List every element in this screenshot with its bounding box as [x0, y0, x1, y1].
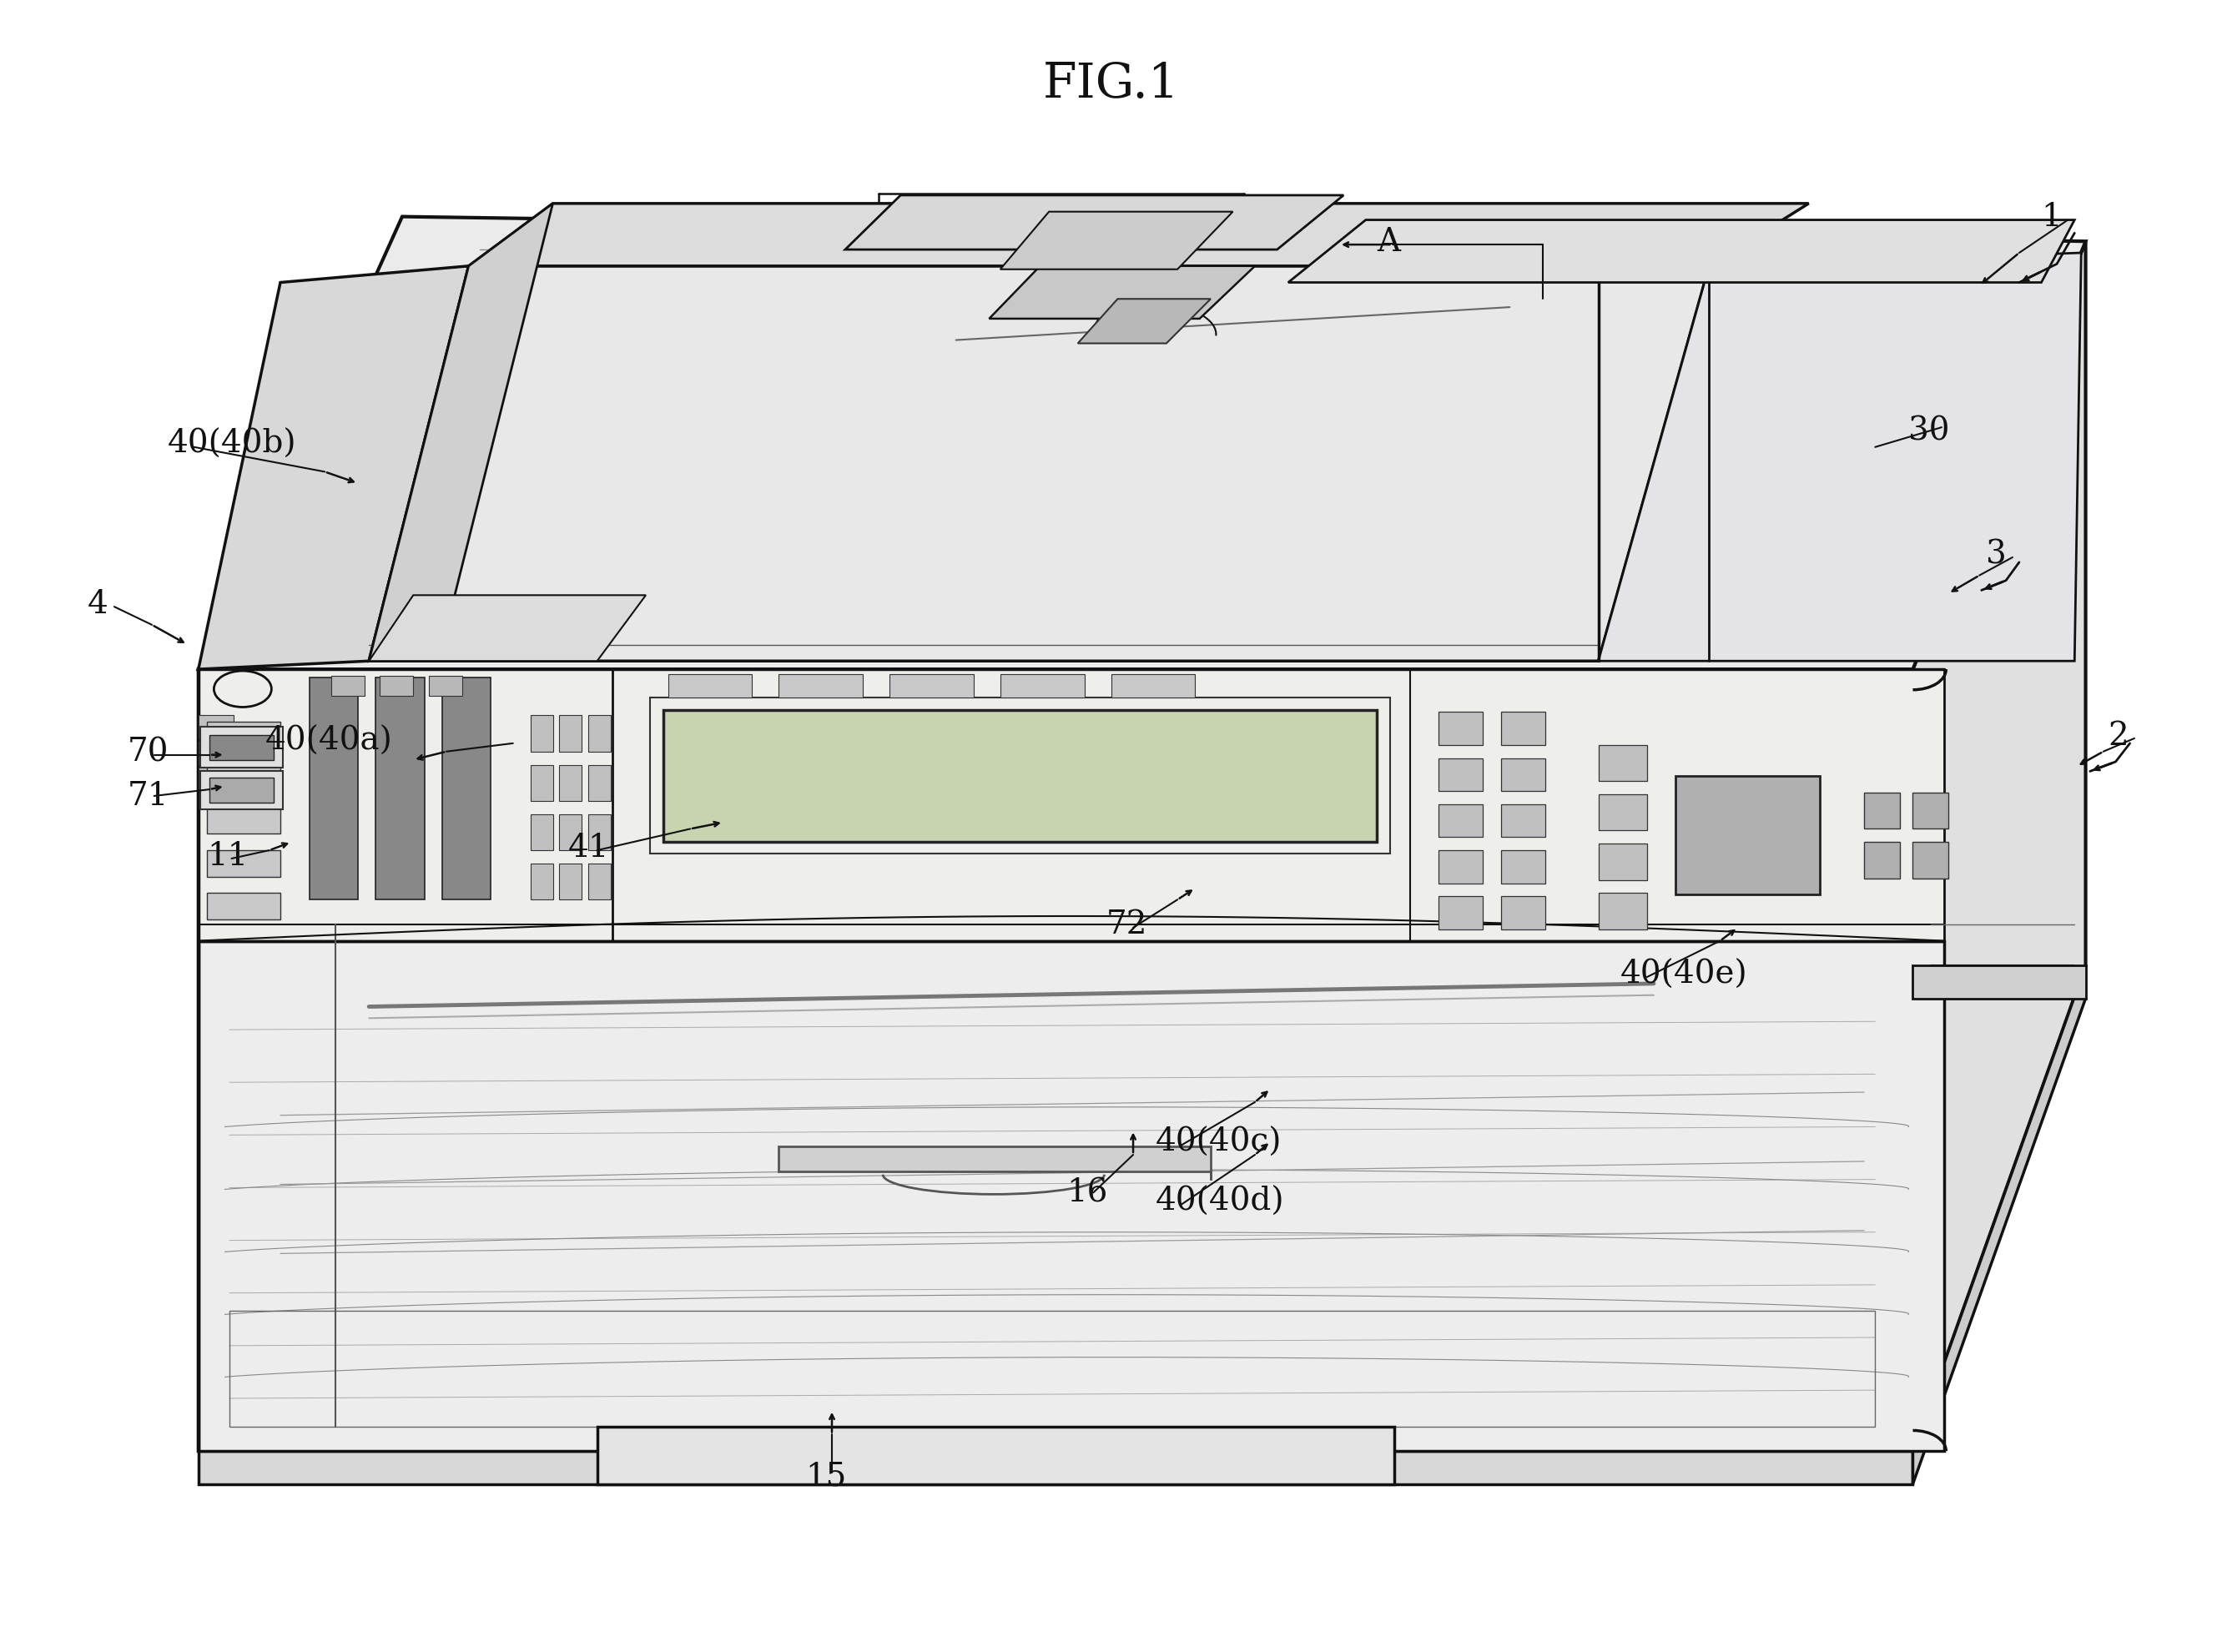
Polygon shape	[531, 814, 553, 851]
Text: A: A	[1378, 226, 1400, 258]
Text: 11: 11	[207, 841, 249, 871]
Polygon shape	[1598, 894, 1647, 930]
Polygon shape	[589, 814, 611, 851]
Polygon shape	[531, 715, 553, 752]
Text: 40(40a): 40(40a)	[264, 725, 393, 757]
Polygon shape	[1440, 758, 1482, 791]
Polygon shape	[198, 768, 233, 791]
Polygon shape	[207, 765, 280, 791]
Polygon shape	[198, 715, 233, 738]
Polygon shape	[209, 778, 273, 803]
Polygon shape	[1598, 253, 2082, 661]
Polygon shape	[889, 674, 973, 697]
Polygon shape	[1913, 241, 2086, 1450]
Polygon shape	[198, 669, 1944, 942]
Polygon shape	[778, 1146, 1211, 1180]
Polygon shape	[198, 669, 1944, 1450]
Polygon shape	[1440, 712, 1482, 745]
Polygon shape	[989, 266, 1255, 319]
Polygon shape	[198, 1450, 1913, 1483]
Text: 15: 15	[804, 1460, 847, 1492]
Polygon shape	[1500, 897, 1544, 930]
Polygon shape	[209, 735, 273, 760]
Text: 40(40e): 40(40e)	[1620, 958, 1749, 990]
Polygon shape	[207, 851, 280, 877]
Polygon shape	[1675, 776, 1820, 895]
Polygon shape	[598, 1426, 1395, 1483]
Polygon shape	[1000, 674, 1084, 697]
Polygon shape	[1598, 844, 1647, 881]
Polygon shape	[589, 864, 611, 900]
Polygon shape	[1864, 843, 1900, 879]
Polygon shape	[198, 942, 1944, 1450]
Polygon shape	[669, 674, 753, 697]
Polygon shape	[664, 710, 1378, 843]
Polygon shape	[1500, 805, 1544, 838]
Polygon shape	[207, 894, 280, 920]
Polygon shape	[207, 808, 280, 834]
Text: 41: 41	[569, 833, 609, 862]
Polygon shape	[1500, 851, 1544, 884]
Polygon shape	[1111, 674, 1195, 697]
Polygon shape	[198, 742, 233, 765]
Polygon shape	[560, 814, 582, 851]
Polygon shape	[1913, 793, 1949, 829]
Polygon shape	[442, 677, 491, 900]
Text: 16: 16	[1067, 1178, 1109, 1208]
Text: 40(40d): 40(40d)	[1155, 1186, 1284, 1216]
Polygon shape	[560, 715, 582, 752]
Polygon shape	[1500, 712, 1544, 745]
Polygon shape	[531, 864, 553, 900]
Polygon shape	[778, 674, 862, 697]
Polygon shape	[589, 765, 611, 801]
Polygon shape	[531, 765, 553, 801]
Polygon shape	[1913, 966, 2086, 1483]
Polygon shape	[1913, 966, 2086, 999]
Text: 40(40b): 40(40b)	[167, 430, 296, 459]
Text: FIG.1: FIG.1	[1042, 61, 1180, 107]
Polygon shape	[200, 727, 282, 768]
Polygon shape	[1864, 793, 1900, 829]
Text: 71: 71	[127, 781, 169, 811]
Polygon shape	[380, 676, 413, 695]
Polygon shape	[1913, 843, 1949, 879]
Polygon shape	[331, 676, 364, 695]
Polygon shape	[560, 864, 582, 900]
Text: 4: 4	[87, 588, 109, 620]
Polygon shape	[844, 197, 1344, 249]
Text: 1: 1	[2042, 202, 2062, 233]
Polygon shape	[1440, 851, 1482, 884]
Polygon shape	[198, 218, 2086, 669]
Polygon shape	[200, 771, 282, 809]
Polygon shape	[376, 677, 424, 900]
Polygon shape	[369, 266, 1709, 661]
Polygon shape	[1500, 758, 1544, 791]
Polygon shape	[1598, 795, 1647, 831]
Polygon shape	[369, 596, 647, 661]
Polygon shape	[1440, 805, 1482, 838]
Text: 72: 72	[1107, 909, 1149, 940]
Text: 40(40c): 40(40c)	[1155, 1127, 1282, 1158]
Polygon shape	[1440, 897, 1482, 930]
Polygon shape	[560, 765, 582, 801]
Polygon shape	[198, 266, 469, 669]
Text: 2: 2	[2109, 720, 2129, 752]
Polygon shape	[589, 715, 611, 752]
Polygon shape	[1000, 213, 1233, 269]
Polygon shape	[469, 205, 1809, 266]
Text: 30: 30	[1909, 416, 1949, 446]
Polygon shape	[1078, 299, 1211, 344]
Polygon shape	[1289, 221, 2075, 282]
Polygon shape	[207, 722, 280, 748]
Polygon shape	[1598, 745, 1647, 781]
Polygon shape	[429, 676, 462, 695]
Polygon shape	[309, 677, 358, 900]
Text: 70: 70	[127, 737, 169, 768]
Polygon shape	[369, 205, 553, 661]
Text: 3: 3	[1986, 539, 2006, 570]
